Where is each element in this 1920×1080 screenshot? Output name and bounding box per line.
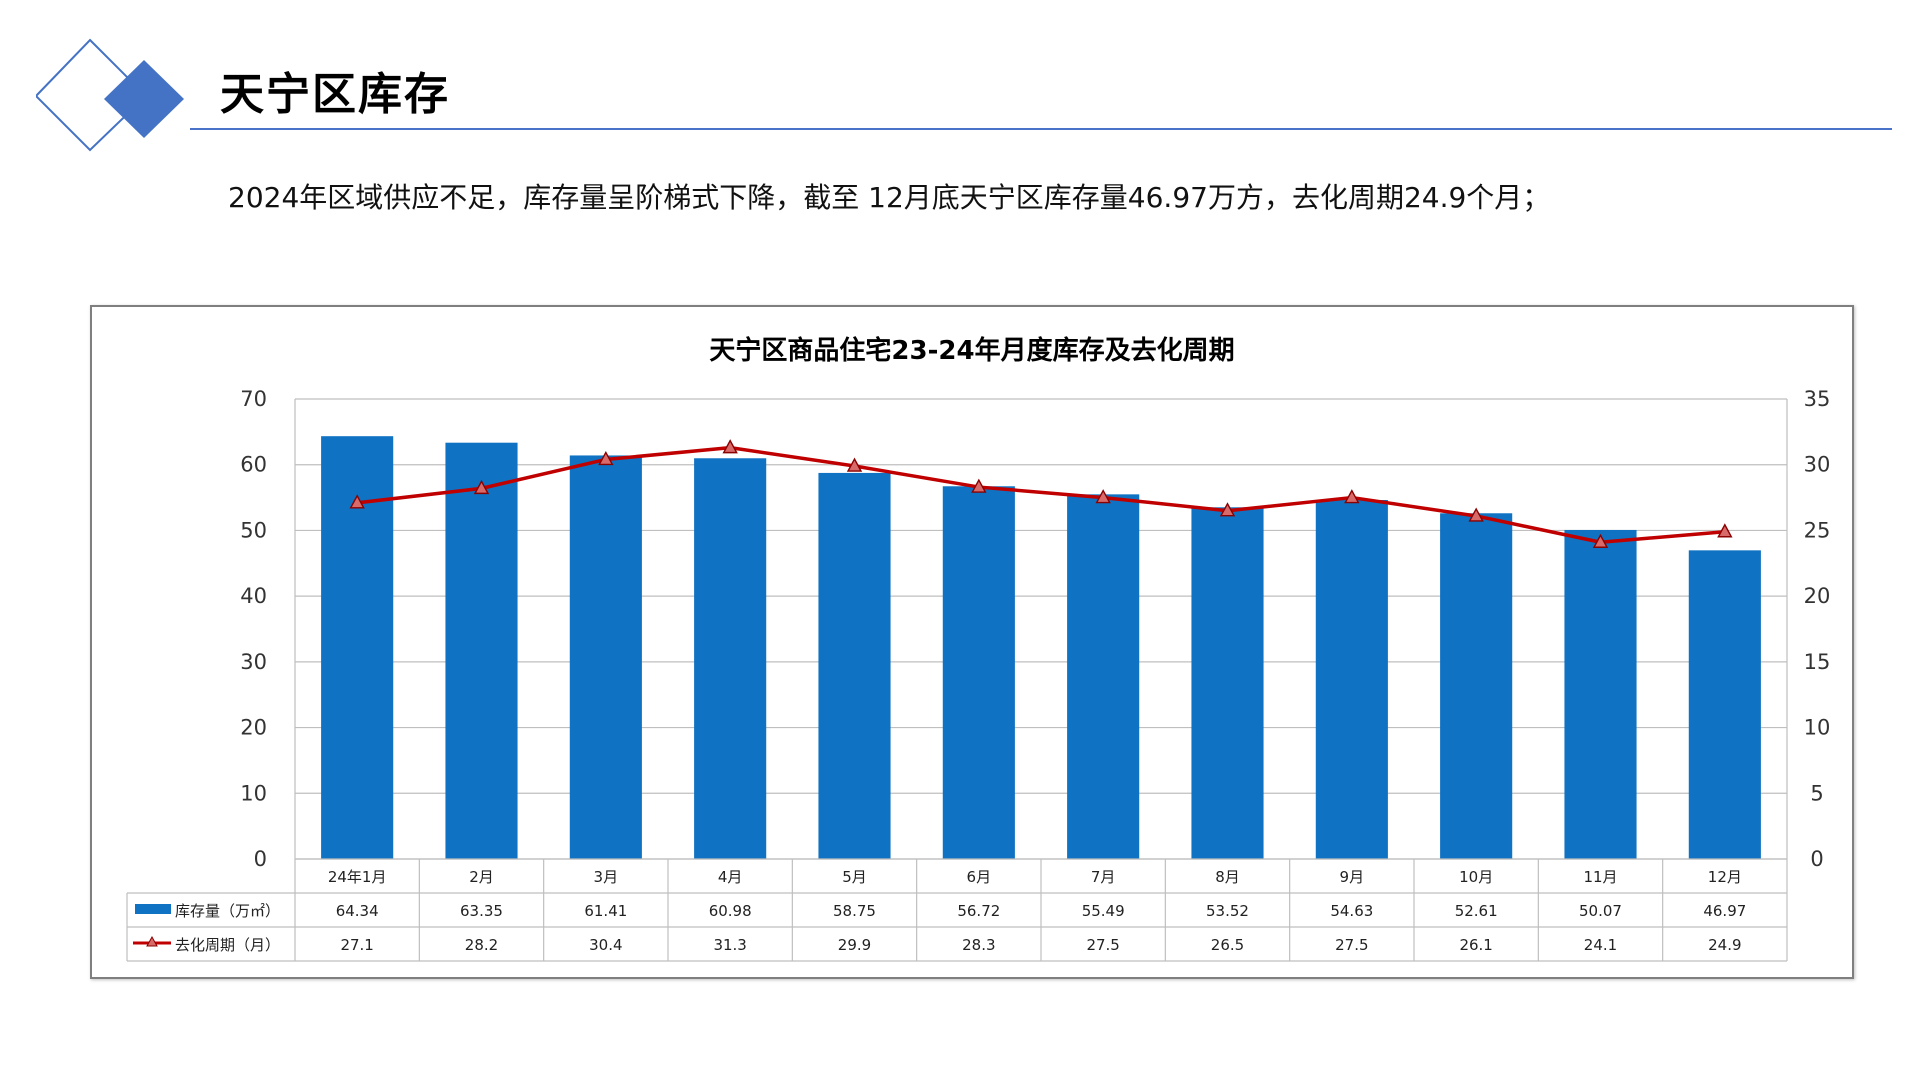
page-title: 天宁区库存	[220, 69, 450, 120]
table-cell-inventory: 46.97	[1703, 902, 1746, 920]
y-left-tick-label: 40	[240, 584, 267, 608]
x-tick-label: 9月	[1340, 868, 1365, 886]
table-cell-cycle: 27.5	[1086, 936, 1119, 954]
table-cell-cycle: 27.5	[1335, 936, 1368, 954]
bar	[818, 472, 891, 859]
line-point-marker	[971, 478, 987, 493]
table-cell-cycle: 26.5	[1211, 936, 1244, 954]
axes: 0 10 20 30 40 50 60 70 0 5 10 15 20 25 30 35	[240, 387, 1830, 871]
table-cell-cycle: 26.1	[1459, 936, 1492, 954]
table-cell-cycle: 29.9	[838, 936, 871, 954]
y-left-tick-label: 10	[240, 781, 267, 805]
bar-series	[321, 436, 1761, 859]
y-right-tick-label: 5	[1810, 781, 1823, 805]
line-point-marker	[1468, 507, 1484, 522]
x-tick-label: 4月	[718, 868, 743, 886]
table-cell-inventory: 61.41	[584, 902, 627, 920]
line-point-marker	[846, 457, 863, 472]
x-tick-label: 6月	[967, 868, 992, 886]
x-tick-label: 11月	[1583, 868, 1617, 886]
table-cell-inventory: 50.07	[1579, 902, 1622, 920]
table-cell-cycle: 31.3	[713, 936, 746, 954]
bar	[1440, 513, 1513, 859]
bar	[1067, 494, 1140, 859]
y-left-tick-label: 0	[254, 847, 267, 871]
line-point-marker	[1717, 523, 1733, 538]
x-tick-label: 12月	[1708, 868, 1742, 886]
line-point-marker	[1095, 489, 1111, 504]
legend-label-cycle: 去化周期（月）	[175, 936, 280, 954]
legend-label-inventory: 库存量（万㎡）	[175, 902, 280, 920]
x-tick-label: 3月	[594, 868, 619, 886]
line-series	[349, 439, 1733, 548]
bar	[1688, 550, 1761, 859]
x-tick-label: 10月	[1459, 868, 1493, 886]
x-tick-label: 8月	[1215, 868, 1240, 886]
bar	[1564, 529, 1637, 859]
chart-panel: 天宁区商品住宅23-24年月度库存及去化周期 0 10 20 30 40 50 60 70 0 5…	[90, 305, 1854, 979]
table-cell-inventory: 63.35	[460, 902, 503, 920]
line-path	[356, 445, 1725, 545]
x-tick-label: 7月	[1091, 868, 1116, 886]
y-left-tick-label: 20	[240, 716, 267, 740]
y-left-tick-label: 60	[240, 453, 267, 477]
bar	[694, 458, 767, 859]
bar	[1191, 507, 1264, 859]
y-right-tick-label: 15	[1804, 650, 1831, 674]
summary-text: 2024年区域供应不足，库存量呈阶梯式下降，截至 12月底天宁区库存量46.97…	[228, 181, 1551, 214]
y-right-tick-label: 35	[1804, 387, 1831, 411]
y-right-tick-label: 20	[1804, 584, 1831, 608]
chart-title: 天宁区商品住宅23-24年月度库存及去化周期	[709, 335, 1234, 366]
inventory-chart: 天宁区商品住宅23-24年月度库存及去化周期 0 10 20 30 40 50 60 70 0 5…	[126, 335, 1830, 962]
bar	[942, 486, 1015, 859]
x-tick-label: 24年1月	[328, 868, 387, 886]
table-cell-inventory: 52.61	[1455, 902, 1498, 920]
table-cell-inventory: 54.63	[1330, 902, 1373, 920]
table-cell-cycle: 24.9	[1708, 936, 1741, 954]
table-cell-cycle: 27.1	[340, 936, 373, 954]
bar	[569, 455, 642, 859]
legend-marker	[146, 935, 158, 947]
table-cell-inventory: 64.34	[336, 902, 379, 920]
table-cell-cycle: 24.1	[1584, 936, 1617, 954]
line-point-marker	[598, 450, 614, 466]
bar	[1315, 500, 1388, 859]
y-left-tick-label: 50	[240, 518, 267, 542]
line-point-marker	[349, 494, 365, 509]
y-right-tick-label: 30	[1804, 453, 1831, 477]
table-cell-inventory: 60.98	[709, 902, 752, 920]
y-left-tick-label: 70	[240, 387, 267, 411]
diamond-logo-icon	[36, 38, 184, 152]
table-cell-cycle: 28.3	[962, 936, 995, 954]
x-tick-label: 5月	[842, 868, 867, 886]
title-divider	[190, 128, 1892, 130]
grid-lines	[295, 398, 1787, 860]
line-point-marker	[722, 439, 738, 454]
y-right-tick-label: 25	[1804, 518, 1831, 542]
line-point-marker	[1219, 502, 1236, 517]
y-right-tick-label: 10	[1804, 716, 1831, 740]
legend-bar-swatch	[135, 904, 171, 914]
line-point-marker	[1344, 489, 1360, 504]
x-tick-label: 2月	[469, 868, 494, 886]
line-point-marker	[1592, 533, 1609, 548]
table-cell-cycle: 30.4	[589, 936, 622, 954]
y-left-tick-label: 30	[240, 650, 267, 674]
line-point-marker	[473, 479, 490, 495]
table-cell-inventory: 53.52	[1206, 902, 1249, 920]
bar	[445, 442, 518, 859]
table-cell-inventory: 58.75	[833, 902, 876, 920]
y-right-tick-label: 0	[1810, 847, 1823, 871]
table-cell-cycle: 28.2	[465, 936, 498, 954]
table-cell-inventory: 56.72	[957, 902, 1000, 920]
table-cell-inventory: 55.49	[1082, 902, 1125, 920]
